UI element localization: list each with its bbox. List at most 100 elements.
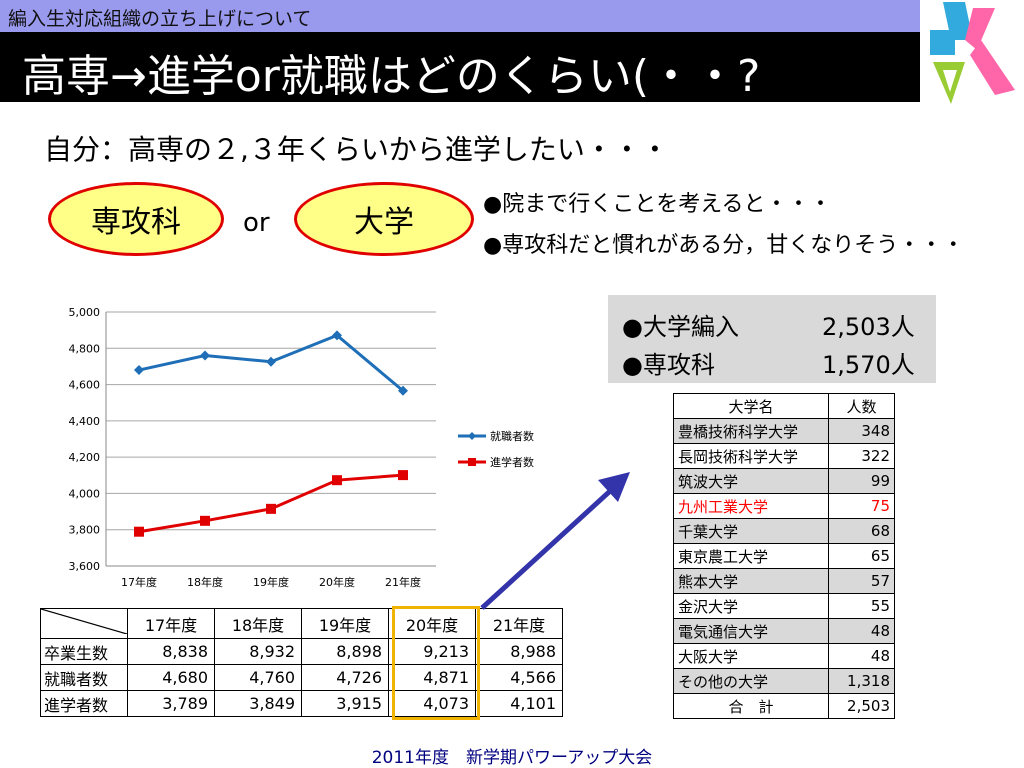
university-count: 68 (828, 518, 895, 544)
table-cell: 8,898 (301, 638, 389, 665)
university-name: 豊橋技術科学大学 (673, 418, 829, 444)
table-cell: 4,760 (214, 664, 302, 691)
table-cell: 8,838 (127, 638, 215, 665)
data-point (134, 526, 144, 537)
header-band: 編入生対応組織の立ち上げについて (0, 0, 920, 32)
table-cell: 4,726 (301, 664, 389, 691)
x-tick-label: 21年度 (385, 575, 421, 589)
or-label: or (243, 208, 270, 238)
y-tick-label: 5,000 (69, 306, 101, 319)
table-col-header: 17年度 (127, 608, 215, 639)
x-tick-label: 20年度 (319, 575, 355, 589)
table-cell: 4,566 (475, 664, 563, 691)
university-table: 大学名 人数 豊橋技術科学大学 348 長岡技術科学大学 322 筑波大学 99 九州工業大… (673, 393, 895, 719)
y-tick-label: 4,400 (69, 415, 101, 428)
table-col-header: 19年度 (301, 608, 389, 639)
university-name: 大阪大学 (673, 643, 829, 669)
data-point (200, 515, 210, 526)
data-point (200, 350, 210, 361)
university-name: 九州工業大学 (673, 493, 829, 519)
stat-senkouka-value: 1,570人 (822, 351, 915, 379)
university-count: 48 (828, 643, 895, 669)
legend-marker (468, 432, 476, 440)
university-name: 長岡技術科学大学 (673, 443, 829, 469)
university-count: 348 (828, 418, 895, 444)
table-corner-cell (40, 608, 128, 639)
university-count: 322 (828, 443, 895, 469)
table-row: 大阪大学 48 (673, 643, 895, 669)
option-daigaku-label: 大学 (354, 205, 414, 240)
table-row-label: 卒業生数 (40, 638, 128, 665)
table-row: 九州工業大学 75 (673, 493, 895, 519)
x-tick-label: 19年度 (253, 575, 289, 589)
highlight-frame (392, 606, 480, 720)
stat-transfer-value: 2,503人 (822, 313, 915, 341)
data-point (266, 356, 276, 367)
note-senkouka: ●専攻科だと慣れがある分，甘くなりそう・・・ (483, 233, 965, 258)
table-row: 金沢大学 55 (673, 593, 895, 619)
university-count: 99 (828, 468, 895, 494)
table-row: 長岡技術科学大学 322 (673, 443, 895, 469)
band-title: 編入生対応組織の立ち上げについて (8, 8, 312, 30)
table-header-row: 17年度 18年度 19年度 20年度 21年度 (40, 608, 563, 639)
y-tick-label: 3,800 (69, 524, 101, 537)
table-cell: 4,101 (475, 690, 563, 717)
university-name: 千葉大学 (673, 518, 829, 544)
university-total-row: 合 計 2,503 (673, 693, 895, 719)
y-tick-label: 4,800 (69, 342, 101, 355)
university-name: 東京農工大学 (673, 543, 829, 569)
table-row-label: 就職者数 (40, 664, 128, 691)
legend-label: 就職者数 (490, 429, 534, 443)
arrow-icon (480, 472, 630, 610)
table-cell: 4,073 (388, 690, 476, 717)
table-cell: 8,932 (214, 638, 302, 665)
series-line (138, 473, 404, 534)
table-row: その他の大学 1,318 (673, 668, 895, 694)
university-name: 電気通信大学 (673, 618, 829, 644)
legend-marker (468, 458, 476, 466)
table-row: 進学者数 3,789 3,849 3,915 4,073 4,101 (40, 690, 563, 717)
y-tick-label: 4,200 (69, 451, 101, 464)
x-tick-label: 18年度 (187, 575, 223, 589)
university-count: 48 (828, 618, 895, 644)
option-senkouka-label: 専攻科 (91, 205, 181, 240)
university-count: 57 (828, 568, 895, 594)
stat-senkouka: ●専攻科 1,570人 (622, 345, 915, 380)
option-daigaku: 大学 (294, 182, 474, 256)
table-cell: 8,988 (475, 638, 563, 665)
y-tick-label: 4,000 (69, 487, 101, 500)
table-row: 就職者数 4,680 4,760 4,726 4,871 4,566 (40, 664, 563, 691)
title-band: 高専→進学or就職はどのくらい(・・? (0, 32, 920, 102)
data-point (332, 475, 342, 486)
total-count: 2,503 (828, 693, 895, 719)
data-point (398, 385, 408, 396)
table-row-label: 進学者数 (40, 690, 128, 717)
table-row: 卒業生数 8,838 8,932 8,898 9,213 8,988 (40, 638, 563, 665)
line-chart: 3,600 3,800 4,000 4,200 4,400 4,600 4,800 5,000… (69, 306, 535, 589)
option-senkouka: 専攻科 (48, 182, 224, 256)
stat-transfer: ●大学編入 2,503人 (622, 307, 915, 342)
table-row: 豊橋技術科学大学 348 (673, 418, 895, 444)
logo-icon (930, 2, 1015, 104)
table-col-header: 18年度 (214, 608, 302, 639)
diagonal-line-icon (40, 608, 128, 635)
table-row: 東京農工大学 65 (673, 543, 895, 569)
stat-senkouka-label: ●専攻科 (622, 351, 715, 379)
table-row: 筑波大学 99 (673, 468, 895, 494)
university-name: その他の大学 (673, 668, 829, 694)
data-point (398, 470, 408, 481)
university-count: 1,318 (828, 668, 895, 694)
table-cell: 3,915 (301, 690, 389, 717)
university-name: 熊本大学 (673, 568, 829, 594)
table-row: 熊本大学 57 (673, 568, 895, 594)
table-row: 千葉大学 68 (673, 518, 895, 544)
data-point (332, 330, 342, 341)
y-tick-label: 3,600 (69, 560, 101, 573)
note-graduate-school: ●院まで行くことを考えると・・・ (483, 192, 832, 217)
slide-title: 高専→進学or就職はどのくらい(・・? (22, 51, 761, 102)
y-tick-label: 4,600 (69, 379, 101, 392)
university-count: 55 (828, 593, 895, 619)
footer: 2011年度 新学期パワーアップ大会 (371, 748, 653, 768)
university-name-header: 大学名 (673, 393, 829, 419)
university-name: 金沢大学 (673, 593, 829, 619)
